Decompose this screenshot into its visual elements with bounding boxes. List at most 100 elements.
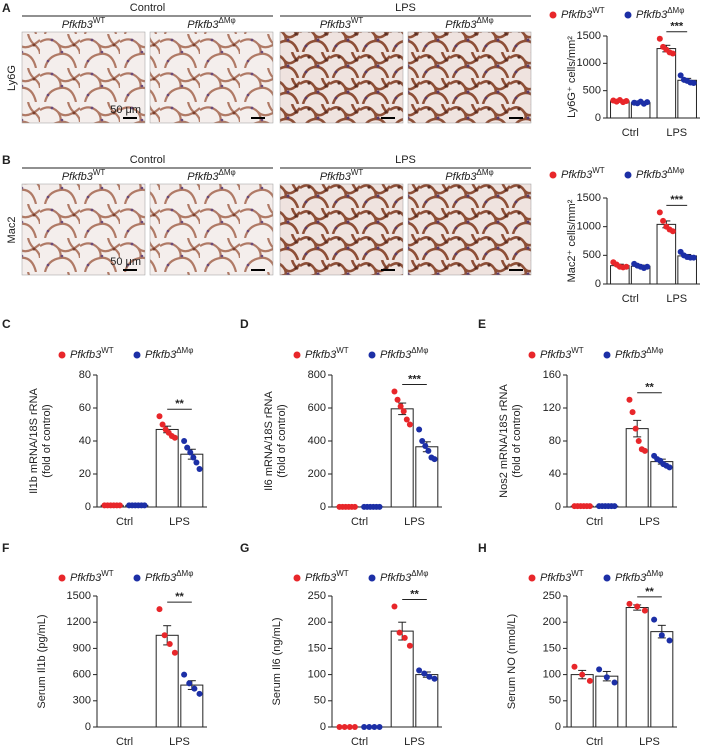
y-tick-label: 0 [320, 721, 326, 733]
panel-label: F [2, 541, 9, 555]
scale-bar-label: 50 μm [110, 104, 141, 116]
y-tick-label: 400 [308, 435, 326, 447]
data-point [342, 724, 348, 730]
legend-label: Pfkfb3WT [70, 569, 114, 584]
significance-label: ** [175, 591, 184, 603]
x-tick-label: LPS [404, 516, 425, 528]
legend-marker [294, 575, 301, 582]
legend-label-sup: ΔMφ [646, 346, 663, 355]
data-point [398, 403, 404, 409]
data-point [172, 650, 178, 656]
image-title-name: Pfkfb3 [62, 171, 94, 183]
data-point [612, 679, 618, 685]
data-point [404, 417, 410, 423]
legend-marker [529, 575, 536, 582]
significance-label: *** [670, 21, 684, 33]
legend-label: Pfkfb3ΔMφ [615, 346, 663, 361]
legend-label: Pfkfb3WT [70, 346, 114, 361]
data-point [187, 450, 193, 456]
x-tick-label: LPS [639, 516, 660, 528]
panel-label: H [478, 541, 487, 555]
y-tick-label: 100 [308, 669, 326, 681]
group-label: Control [130, 154, 165, 166]
y-tick-label: 600 [308, 402, 326, 414]
x-tick-label: Ctrl [586, 516, 603, 528]
x-tick-label: Ctrl [622, 293, 639, 305]
data-point [432, 456, 438, 462]
x-tick-label: LPS [169, 516, 190, 528]
y-tick-label: 60 [79, 402, 91, 414]
significance-label: ** [645, 382, 654, 394]
data-point [407, 643, 413, 649]
y-tick-label: 80 [549, 435, 561, 447]
data-point [670, 228, 676, 234]
bar [657, 49, 676, 118]
stain-label: Mac2 [6, 217, 18, 244]
data-point [156, 606, 162, 612]
legend-label-sup: ΔMφ [667, 6, 684, 15]
bar [181, 454, 203, 507]
x-tick-label: LPS [639, 736, 660, 748]
data-point [651, 617, 657, 623]
y-tick-label: 150 [543, 642, 561, 654]
y-tick-label: 500 [583, 85, 601, 97]
image-title: Pfkfb3WT [320, 16, 364, 31]
data-point [642, 448, 648, 454]
data-point [377, 724, 383, 730]
image-title: Pfkfb3ΔMφ [187, 16, 235, 31]
scale-bar-label: 50 μm [110, 256, 141, 268]
bar [416, 675, 438, 727]
y-axis-label: Ly6G⁺ cells/mm² [566, 36, 578, 118]
bar [156, 429, 178, 507]
legend-marker [59, 575, 66, 582]
panel-label: A [2, 1, 11, 15]
data-point [366, 724, 372, 730]
legend-marker [294, 352, 301, 359]
x-tick-label: Ctrl [351, 736, 368, 748]
panel-label: D [240, 317, 249, 331]
data-point [397, 630, 403, 636]
data-point [626, 601, 632, 607]
image-title-name: Pfkfb3 [62, 19, 94, 31]
data-point [596, 666, 602, 672]
data-point [571, 664, 577, 670]
data-point [587, 678, 593, 684]
y-tick-label: 0 [595, 112, 601, 124]
y-tick-label: 80 [79, 369, 91, 381]
image-title-sup: ΔMφ [218, 168, 235, 177]
image-title: Pfkfb3ΔMφ [187, 168, 235, 183]
y-axis-label: Serum Il1b (pg/mL) [36, 614, 48, 708]
y-tick-label: 50 [549, 695, 561, 707]
y-tick-label: 20 [79, 468, 91, 480]
data-point [587, 503, 593, 509]
micrograph [150, 32, 273, 123]
data-point [186, 680, 192, 686]
legend-label-name: Pfkfb3 [145, 349, 177, 361]
legend-label-sup: ΔMφ [667, 166, 684, 175]
data-point [190, 455, 196, 461]
bar [651, 632, 673, 727]
y-axis-label: (fold of control) [41, 404, 53, 477]
legend-marker [625, 172, 632, 179]
legend-label-name: Pfkfb3 [561, 169, 593, 181]
data-point [612, 503, 618, 509]
legend-label: Pfkfb3ΔMφ [380, 346, 428, 361]
legend-label-name: Pfkfb3 [305, 572, 337, 584]
data-point [657, 209, 663, 215]
legend-marker [529, 352, 536, 359]
data-point [425, 448, 431, 454]
legend-label-sup: WT [336, 346, 349, 355]
legend-marker [134, 352, 141, 359]
legend-label-name: Pfkfb3 [380, 349, 412, 361]
y-tick-label: 1000 [577, 221, 601, 233]
legend-label-sup: ΔMφ [176, 346, 193, 355]
y-axis-label: (fold of control) [511, 404, 523, 477]
data-point [633, 426, 639, 432]
micrograph [408, 32, 531, 123]
data-point [336, 724, 342, 730]
legend-label-sup: ΔMφ [411, 569, 428, 578]
data-point [623, 98, 629, 104]
significance-label: *** [408, 373, 422, 385]
image-title-sup: WT [351, 168, 364, 177]
